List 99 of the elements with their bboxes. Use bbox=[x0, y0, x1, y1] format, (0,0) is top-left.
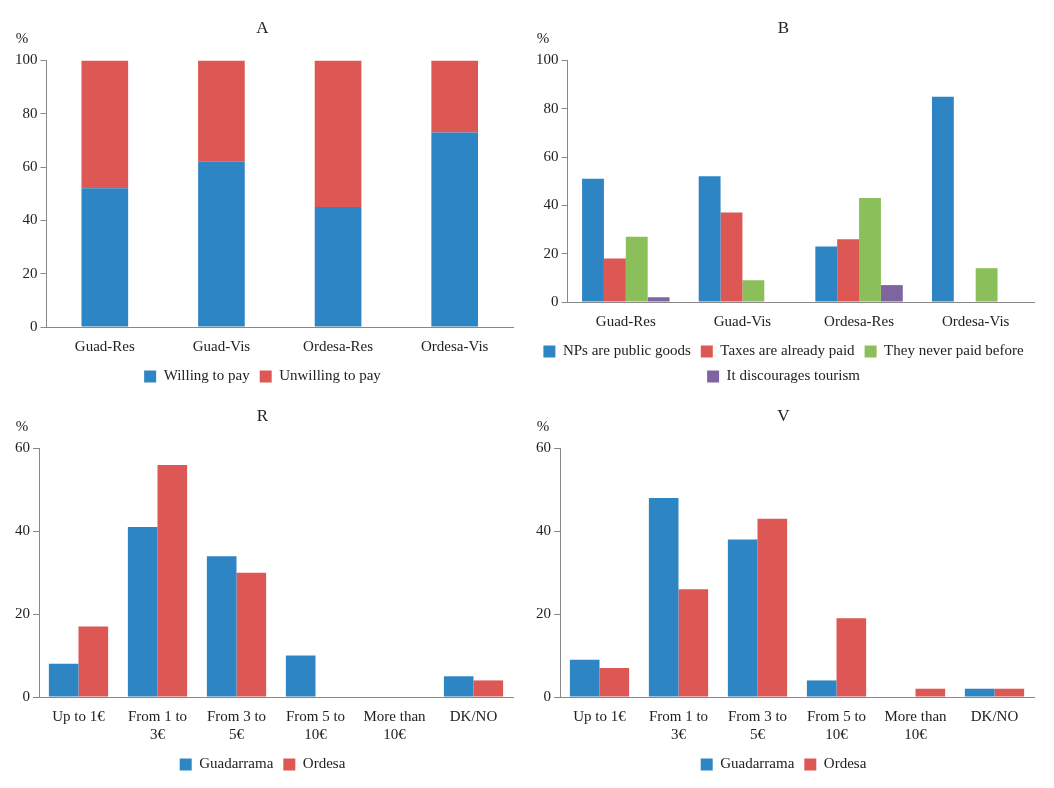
bar bbox=[727, 539, 758, 697]
bar bbox=[81, 60, 129, 189]
x-tick-label: From 5 to 10€ bbox=[806, 707, 867, 742]
y-tick-label: 40 bbox=[22, 211, 38, 228]
x-tick-label: DK/NO bbox=[970, 707, 1019, 724]
bar bbox=[994, 688, 1025, 697]
bar bbox=[647, 297, 670, 302]
legend-label: They never paid before bbox=[884, 342, 1024, 359]
bar bbox=[81, 188, 129, 327]
bar bbox=[285, 655, 316, 697]
x-tick-label: More than 10€ bbox=[884, 707, 948, 742]
x-tick-label: From 3 to 5€ bbox=[206, 707, 267, 742]
bar bbox=[473, 680, 504, 697]
bar bbox=[431, 132, 479, 327]
chart-title: A bbox=[256, 17, 270, 37]
x-tick-label: From 3 to 5€ bbox=[727, 707, 788, 742]
bar bbox=[837, 239, 860, 302]
bar bbox=[236, 572, 267, 697]
y-axis-title: % bbox=[15, 29, 29, 46]
bar bbox=[48, 663, 79, 697]
y-tick-label: 80 bbox=[22, 104, 38, 121]
bar bbox=[836, 618, 867, 697]
x-tick-label: Guad-Vis bbox=[713, 312, 772, 329]
y-axis-title: % bbox=[536, 29, 550, 46]
y-tick-label: 0 bbox=[22, 687, 30, 704]
bar bbox=[582, 178, 604, 302]
x-tick-label: More than 10€ bbox=[363, 707, 427, 742]
bar bbox=[931, 96, 954, 302]
legend-label: NPs are public goods bbox=[562, 342, 691, 359]
x-tick-label: Ordesa-Vis bbox=[941, 312, 1010, 329]
bar bbox=[603, 258, 626, 302]
bar bbox=[599, 668, 630, 697]
y-tick-label: 60 bbox=[536, 439, 551, 456]
bar bbox=[443, 676, 474, 697]
bar bbox=[915, 688, 946, 697]
bar bbox=[206, 556, 237, 697]
y-tick-label: 40 bbox=[543, 196, 559, 213]
legend-label: Willing to pay bbox=[163, 367, 251, 384]
y-tick-label: 0 bbox=[543, 687, 551, 704]
bar bbox=[157, 464, 188, 697]
bar bbox=[806, 680, 837, 697]
legend-label: Guadarrama bbox=[720, 755, 795, 772]
bar bbox=[78, 626, 109, 697]
x-tick-label: Ordesa-Vis bbox=[420, 337, 489, 354]
legend-label: Unwilling to pay bbox=[279, 367, 382, 384]
bar bbox=[720, 212, 743, 302]
y-tick-label: 100 bbox=[536, 51, 559, 68]
y-tick-label: 60 bbox=[543, 147, 559, 164]
bar bbox=[569, 659, 600, 697]
bar bbox=[314, 207, 362, 327]
y-tick-label: 100 bbox=[15, 51, 38, 68]
y-tick-label: 0 bbox=[551, 292, 559, 309]
bar bbox=[431, 60, 479, 133]
bar bbox=[198, 60, 245, 162]
y-tick-label: 20 bbox=[536, 605, 551, 622]
y-tick-label: 0 bbox=[30, 317, 38, 334]
legend-label: Ordesa bbox=[823, 755, 867, 772]
chart-title: B bbox=[777, 17, 790, 37]
bar bbox=[127, 527, 158, 697]
x-tick-label: Guad-Res bbox=[595, 312, 656, 329]
x-tick-label: DK/NO bbox=[449, 707, 498, 724]
y-tick-label: 80 bbox=[543, 99, 559, 116]
legend-label: It discourages tourism bbox=[726, 367, 861, 384]
bar bbox=[648, 498, 679, 697]
bar bbox=[815, 246, 838, 302]
x-tick-label: Ordesa-Res bbox=[824, 312, 895, 329]
x-tick-label: Up to 1€ bbox=[52, 707, 106, 724]
x-tick-label: Guad-Res bbox=[74, 337, 135, 354]
bar bbox=[698, 176, 721, 302]
x-tick-label: From 1 to 3€ bbox=[127, 707, 188, 742]
bar bbox=[678, 589, 709, 697]
bar bbox=[880, 285, 903, 302]
y-tick-label: 20 bbox=[22, 264, 38, 281]
bar bbox=[757, 518, 788, 697]
y-tick-label: 20 bbox=[543, 244, 559, 261]
y-tick-label: 40 bbox=[15, 522, 30, 539]
y-tick-label: 60 bbox=[15, 439, 30, 456]
y-tick-label: 60 bbox=[22, 157, 38, 174]
legend-label: Ordesa bbox=[302, 755, 346, 772]
bar bbox=[975, 268, 998, 302]
x-tick-label: Ordesa-Res bbox=[303, 337, 374, 354]
chart-title: R bbox=[256, 405, 269, 425]
bar bbox=[625, 236, 648, 302]
y-tick-label: 20 bbox=[15, 605, 30, 622]
bar bbox=[859, 198, 881, 302]
y-axis-title: % bbox=[15, 417, 29, 434]
legend-label: Taxes are already paid bbox=[720, 342, 856, 359]
legend-label: Guadarrama bbox=[199, 755, 274, 772]
chart-title: V bbox=[777, 405, 791, 425]
y-tick-label: 40 bbox=[536, 522, 551, 539]
x-tick-label: From 1 to 3€ bbox=[648, 707, 709, 742]
bar bbox=[742, 280, 765, 302]
y-axis-title: % bbox=[536, 417, 550, 434]
bar bbox=[964, 688, 995, 697]
x-tick-label: Up to 1€ bbox=[573, 707, 627, 724]
bar bbox=[314, 60, 362, 208]
x-tick-label: From 5 to 10€ bbox=[285, 707, 346, 742]
x-tick-label: Guad-Vis bbox=[192, 337, 251, 354]
bar bbox=[198, 161, 245, 327]
